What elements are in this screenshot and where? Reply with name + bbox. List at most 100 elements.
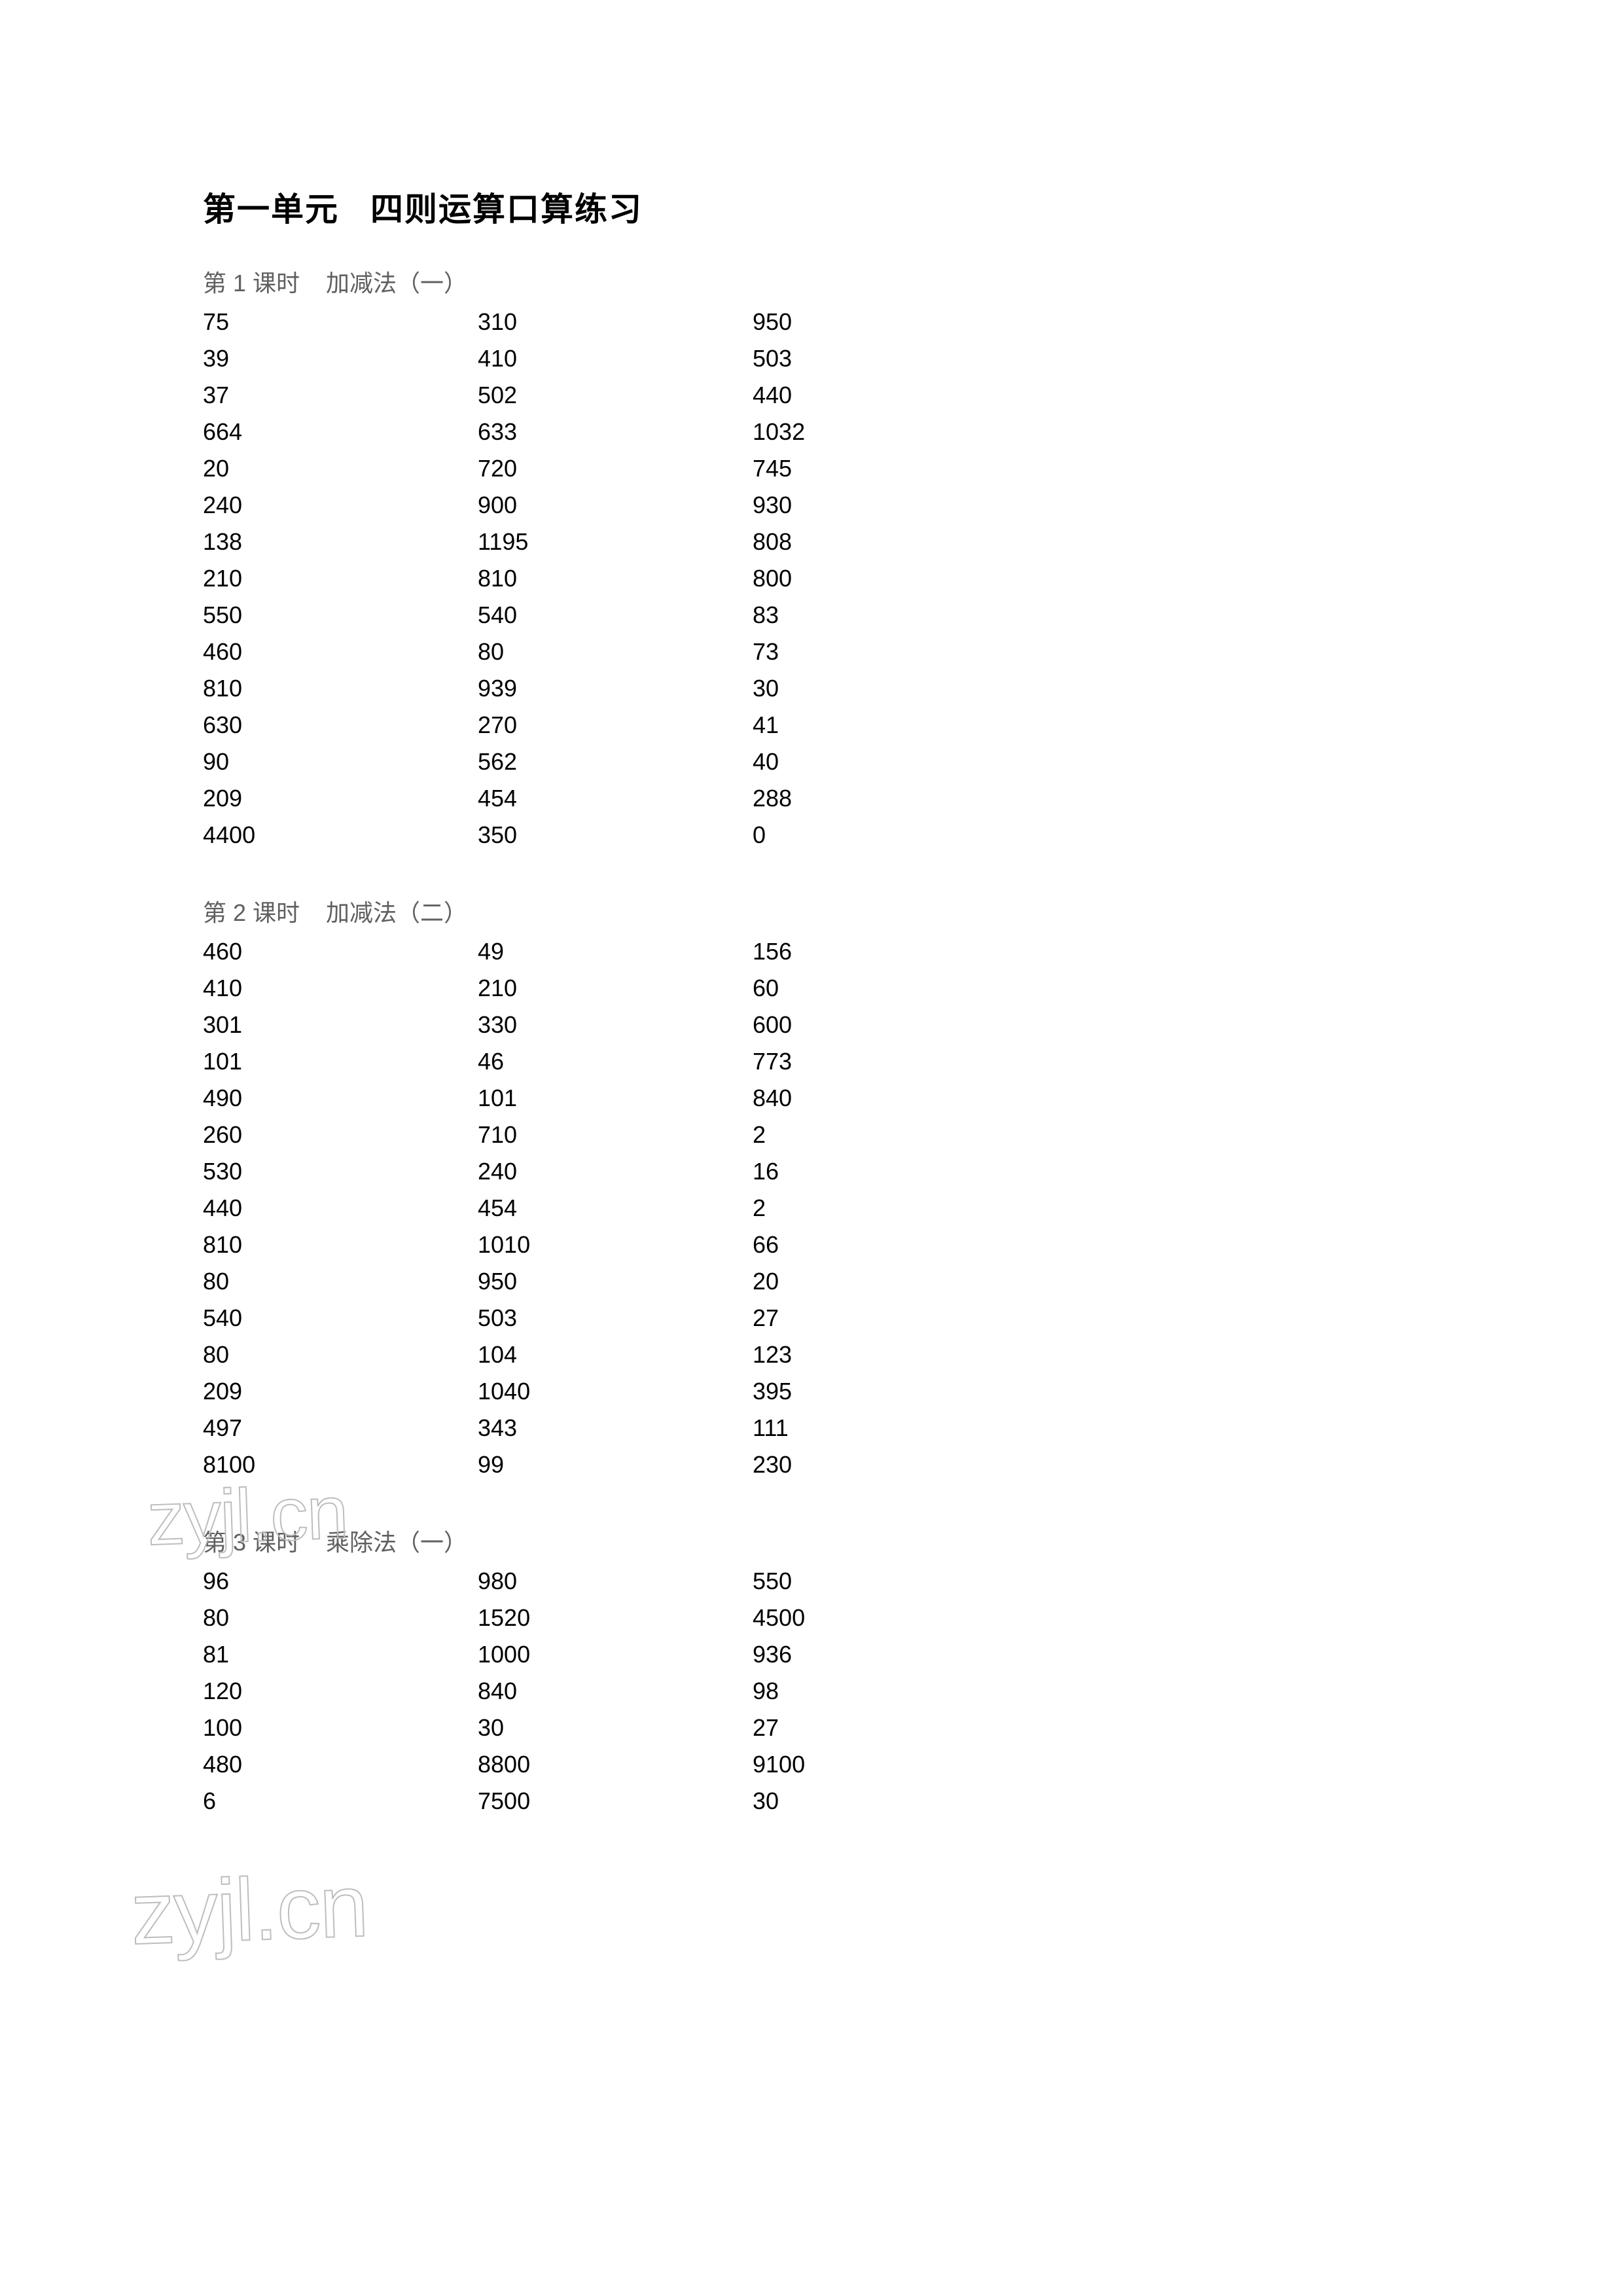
data-cell: 395 <box>753 1373 1027 1410</box>
data-cell: 16 <box>753 1153 1027 1190</box>
data-cell: 20 <box>203 450 478 487</box>
data-cell: 0 <box>753 817 1027 853</box>
data-cell: 490 <box>203 1080 478 1117</box>
lesson-block: 第 3 课时乘除法（一）9698055080152045008110009361… <box>203 1524 1420 1820</box>
data-cell: 330 <box>478 1007 753 1043</box>
data-cell: 209 <box>203 1373 478 1410</box>
data-cell: 310 <box>478 304 753 340</box>
data-cell: 562 <box>478 744 753 780</box>
data-cell: 800 <box>753 560 1027 597</box>
data-cell: 301 <box>203 1007 478 1043</box>
data-cell: 1520 <box>478 1600 753 1636</box>
data-row: 6750030 <box>203 1783 1420 1820</box>
data-row: 81093930 <box>203 670 1420 707</box>
data-cell: 101 <box>203 1043 478 1080</box>
data-cell: 270 <box>478 707 753 744</box>
data-cell: 950 <box>478 1263 753 1300</box>
lesson-title-prefix: 第 3 课时 <box>203 1529 300 1556</box>
data-row: 810101066 <box>203 1227 1420 1263</box>
data-row: 210810800 <box>203 560 1420 597</box>
data-cell: 96 <box>203 1563 478 1600</box>
data-cell: 30 <box>478 1710 753 1746</box>
data-row: 80104123 <box>203 1336 1420 1373</box>
data-row: 20720745 <box>203 450 1420 487</box>
data-cell: 1040 <box>478 1373 753 1410</box>
data-cell: 1032 <box>753 414 1027 450</box>
data-cell: 2 <box>753 1117 1027 1153</box>
data-row: 37502440 <box>203 377 1420 414</box>
data-cell: 99 <box>478 1446 753 1483</box>
data-cell: 81 <box>203 1636 478 1673</box>
data-cell: 210 <box>478 970 753 1007</box>
data-cell: 90 <box>203 744 478 780</box>
data-cell: 480 <box>203 1746 478 1783</box>
data-cell: 745 <box>753 450 1027 487</box>
data-cell: 101 <box>478 1080 753 1117</box>
data-row: 46049156 <box>203 933 1420 970</box>
data-cell: 41 <box>753 707 1027 744</box>
data-row: 8015204500 <box>203 1600 1420 1636</box>
data-cell: 530 <box>203 1153 478 1190</box>
data-cell: 40 <box>753 744 1027 780</box>
data-cell: 350 <box>478 817 753 853</box>
data-cell: 540 <box>478 597 753 634</box>
unit-title: 第一单元四则运算口算练习 <box>203 183 1420 230</box>
data-cell: 80 <box>203 1263 478 1300</box>
data-cell: 210 <box>203 560 478 597</box>
watermark-2: zyjl.cn <box>129 1855 368 1965</box>
data-cell: 138 <box>203 524 478 560</box>
lesson-title-suffix: 加减法（一） <box>326 270 467 296</box>
data-cell: 46 <box>478 1043 753 1080</box>
data-cell: 454 <box>478 1190 753 1227</box>
lesson-title-prefix: 第 2 课时 <box>203 899 300 926</box>
data-cell: 980 <box>478 1563 753 1600</box>
data-cell: 460 <box>203 933 478 970</box>
data-row: 810099230 <box>203 1446 1420 1483</box>
data-cell: 123 <box>753 1336 1027 1373</box>
data-cell: 8800 <box>478 1746 753 1783</box>
data-cell: 664 <box>203 414 478 450</box>
data-cell: 7500 <box>478 1783 753 1820</box>
data-row: 96980550 <box>203 1563 1420 1600</box>
data-row: 209454288 <box>203 780 1420 817</box>
data-cell: 240 <box>478 1153 753 1190</box>
data-cell: 73 <box>753 634 1027 670</box>
data-cell: 80 <box>203 1600 478 1636</box>
data-row: 301330600 <box>203 1007 1420 1043</box>
data-cell: 8100 <box>203 1446 478 1483</box>
lesson-title: 第 2 课时加减法（二） <box>203 894 1420 928</box>
data-row: 1381195808 <box>203 524 1420 560</box>
data-cell: 773 <box>753 1043 1027 1080</box>
data-row: 4404542 <box>203 1190 1420 1227</box>
data-cell: 900 <box>478 487 753 524</box>
data-cell: 98 <box>753 1673 1027 1710</box>
data-cell: 840 <box>478 1673 753 1710</box>
data-cell: 30 <box>753 670 1027 707</box>
data-row: 8095020 <box>203 1263 1420 1300</box>
lesson-title: 第 1 课时加减法（一） <box>203 264 1420 298</box>
data-row: 12084098 <box>203 1673 1420 1710</box>
unit-title-part2: 四则运算口算练习 <box>370 191 643 228</box>
data-cell: 104 <box>478 1336 753 1373</box>
data-cell: 260 <box>203 1117 478 1153</box>
data-cell: 600 <box>753 1007 1027 1043</box>
data-cell: 288 <box>753 780 1027 817</box>
data-cell: 111 <box>753 1410 1027 1446</box>
data-cell: 120 <box>203 1673 478 1710</box>
data-cell: 410 <box>203 970 478 1007</box>
data-row: 55054083 <box>203 597 1420 634</box>
data-cell: 1195 <box>478 524 753 560</box>
data-cell: 710 <box>478 1117 753 1153</box>
data-cell: 80 <box>203 1336 478 1373</box>
data-row: 1003027 <box>203 1710 1420 1746</box>
data-cell: 156 <box>753 933 1027 970</box>
data-cell: 440 <box>203 1190 478 1227</box>
data-cell: 460 <box>203 634 478 670</box>
data-cell: 503 <box>478 1300 753 1336</box>
data-row: 2091040395 <box>203 1373 1420 1410</box>
data-cell: 49 <box>478 933 753 970</box>
data-row: 63027041 <box>203 707 1420 744</box>
data-cell: 930 <box>753 487 1027 524</box>
data-cell: 209 <box>203 780 478 817</box>
data-cell: 9100 <box>753 1746 1027 1783</box>
